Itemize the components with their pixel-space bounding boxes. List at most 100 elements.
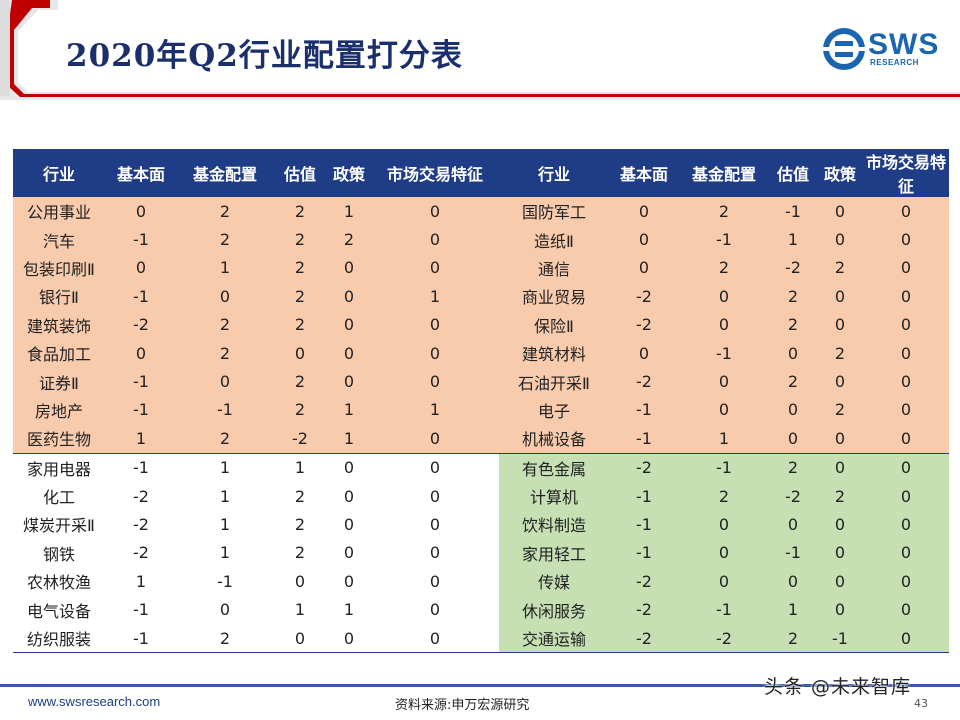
score-cell: 0 — [769, 510, 817, 539]
industry-cell: 计算机 — [499, 481, 609, 511]
score-cell: 0 — [863, 338, 949, 368]
score-cell: -1 — [177, 395, 273, 425]
score-cell: 1 — [219, 486, 231, 506]
score-cell: -1 — [679, 338, 769, 368]
score-cell: 2 — [817, 481, 863, 511]
table-body: 公用事业 0 2 2 1 0 国防军工 0 2 -1 0 0 汽车 -1 2 2 2 0 造纸Ⅱ 0 -1 1 0 0 包装印刷… — [13, 197, 949, 654]
score-cell: 0 — [371, 197, 499, 226]
score-cell: 0 — [327, 623, 371, 654]
score-cell: 0 — [327, 282, 371, 311]
industry-cell: 造纸Ⅱ — [499, 225, 609, 254]
industry-cell: 商业贸易 — [499, 282, 609, 311]
score-cell: 0 — [679, 367, 769, 396]
score-cell: -1 — [609, 424, 679, 454]
score-cell: 1 — [327, 395, 371, 425]
score-cell: 2 — [177, 310, 273, 339]
watermark: 头条 @未来智库 — [764, 676, 912, 698]
industry-cell: 传媒 — [499, 567, 609, 596]
industry-cell: 汽车 — [13, 225, 105, 254]
score-cell: 2 — [177, 424, 273, 454]
score-cell: 0 — [177, 282, 273, 311]
industry-cell: 房地产 — [13, 395, 105, 425]
industry-cell: 钢铁 — [42, 544, 75, 564]
score-cell: -2 — [273, 424, 327, 454]
score-cell: 0 — [429, 600, 441, 620]
column-header: 政策 — [817, 149, 863, 197]
column-header: 估值 — [769, 149, 817, 197]
score-cell: 0 — [371, 367, 499, 396]
score-cell: 0 — [863, 197, 949, 226]
industry-cell: 交通运输 — [499, 623, 609, 654]
industry-cell: 医药生物 — [13, 424, 105, 454]
score-cell: -1 — [679, 452, 769, 482]
score-cell: 0 — [371, 253, 499, 283]
column-header: 市场交易特征 — [371, 149, 499, 197]
industry-cell: 银行Ⅱ — [13, 282, 105, 311]
score-cell: -1 — [609, 538, 679, 568]
score-cell: 0 — [609, 253, 679, 283]
score-cell: 2 — [273, 225, 327, 254]
score-cell: 2 — [817, 253, 863, 283]
industry-cell: 证券Ⅱ — [13, 367, 105, 396]
industry-cell: 煤炭开采Ⅱ — [23, 516, 95, 536]
score-cell: 0 — [863, 623, 949, 654]
score-cell: 1 — [371, 395, 499, 425]
score-cell: 1 — [327, 197, 371, 226]
score-cell: 0 — [863, 538, 949, 568]
score-cell: 0 — [343, 571, 355, 591]
score-cell: 0 — [294, 571, 306, 591]
score-cell: 1 — [135, 571, 147, 591]
score-cell: 1 — [769, 595, 817, 624]
score-cell: 0 — [105, 253, 177, 283]
score-cell: 0 — [863, 367, 949, 396]
industry-cell: 公用事业 — [13, 197, 105, 226]
column-header: 政策 — [327, 149, 371, 197]
score-cell: 1 — [294, 600, 306, 620]
score-cell: 0 — [219, 600, 231, 620]
table-header-row: 行业 基本面 基金配置 估值 政策 市场交易特征 行业 基本面 基金配置 估值 … — [13, 149, 949, 197]
score-cell: -2 — [609, 567, 679, 596]
score-cell: 0 — [817, 282, 863, 311]
score-cell: 2 — [769, 623, 817, 654]
score-cell: 2 — [294, 514, 306, 534]
score-cell: 1 — [177, 253, 273, 283]
column-header: 基本面 — [105, 149, 177, 197]
score-cell: -1 — [769, 538, 817, 568]
score-cell: 0 — [863, 253, 949, 283]
score-cell: -1 — [217, 571, 233, 591]
score-cell: -2 — [133, 486, 149, 506]
score-cell: 0 — [817, 538, 863, 568]
score-cell: 2 — [679, 253, 769, 283]
score-cell: 2 — [817, 395, 863, 425]
score-cell: 0 — [609, 338, 679, 368]
table-row: 电气设备 -1 0 1 1 0 休闲服务 -2 -1 1 0 0 — [13, 595, 949, 624]
score-cell: 2 — [273, 197, 327, 226]
score-cell: 0 — [863, 395, 949, 425]
table-row: 农林牧渔 1 -1 0 0 0 传媒 -2 0 0 0 0 — [13, 567, 949, 596]
title-band-graphic — [0, 0, 960, 100]
score-cell: 2 — [273, 282, 327, 311]
score-cell: 0 — [769, 424, 817, 454]
industry-cell: 纺织服装 — [13, 623, 105, 654]
score-cell: 1 — [769, 225, 817, 254]
score-cell: 0 — [327, 253, 371, 283]
column-header: 基金配置 — [177, 149, 273, 197]
score-cell: 0 — [273, 623, 327, 654]
table-row: 证券Ⅱ -1 0 2 0 0 石油开采Ⅱ -2 0 2 0 0 — [13, 367, 949, 396]
industry-cell: 有色金属 — [499, 452, 609, 482]
table-row: 汽车 -1 2 2 2 0 造纸Ⅱ 0 -1 1 0 0 — [13, 225, 949, 254]
sws-logo: SWS RESEARCH — [822, 26, 942, 72]
score-cell: 0 — [863, 567, 949, 596]
score-cell: 0 — [327, 367, 371, 396]
score-cell: -2 — [609, 452, 679, 482]
table-row: 公用事业 0 2 2 1 0 国防军工 0 2 -1 0 0 — [13, 197, 949, 226]
score-cell: 0 — [327, 310, 371, 339]
industry-cell: 机械设备 — [499, 424, 609, 454]
column-header: 市场交易特征 — [863, 149, 949, 197]
score-cell: 0 — [863, 282, 949, 311]
column-header: 基金配置 — [679, 149, 769, 197]
score-cell: -2 — [609, 282, 679, 311]
score-cell: 0 — [817, 225, 863, 254]
score-cell: -1 — [105, 367, 177, 396]
score-cell: 0 — [817, 595, 863, 624]
